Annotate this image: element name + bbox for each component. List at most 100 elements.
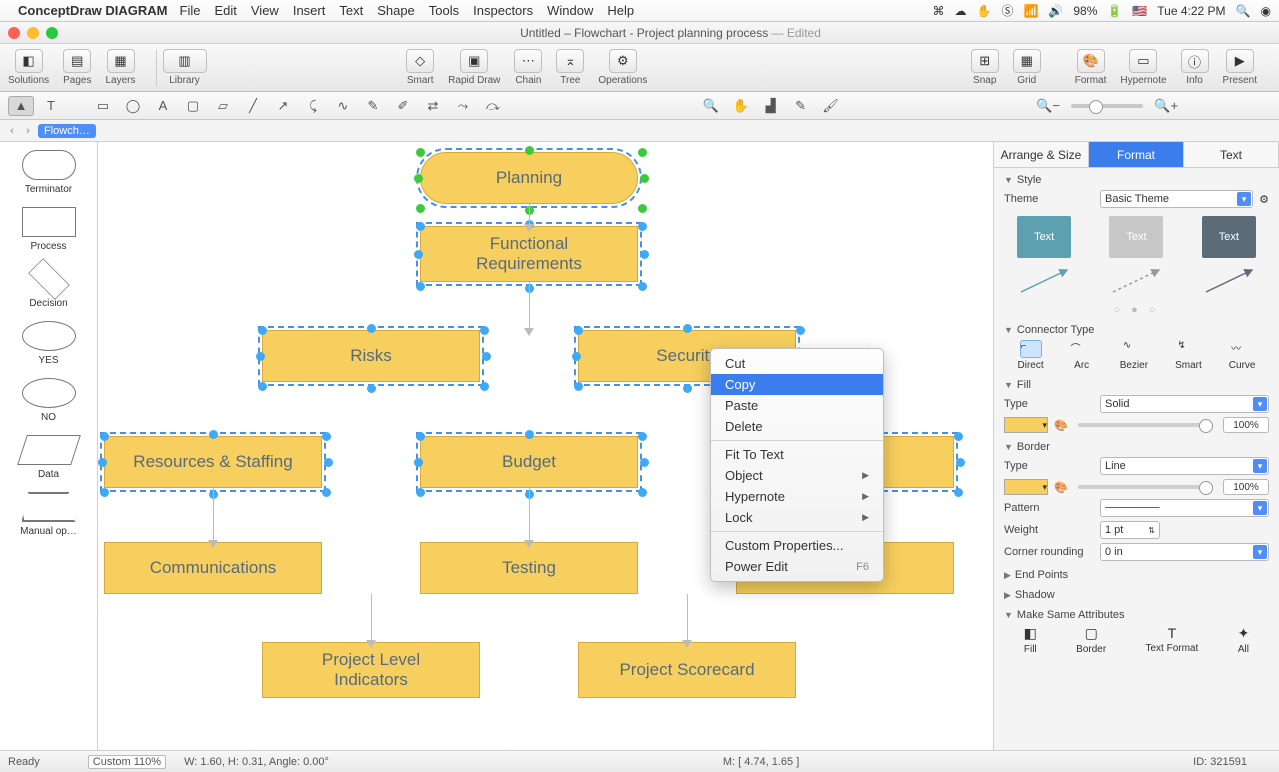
ctx-fit-to-text[interactable]: Fit To Text [711,444,883,465]
selection-handle[interactable] [414,250,423,259]
selection-handle[interactable] [416,148,425,157]
minimize-icon[interactable] [27,27,39,39]
shape-decision[interactable]: Decision [4,264,93,309]
make-same-border[interactable]: ▢Border [1076,625,1106,655]
ctx-copy[interactable]: Copy [711,374,883,395]
border-opacity-slider[interactable] [1078,485,1213,489]
connector-direct[interactable]: ⌐Direct [1018,340,1044,371]
canvas[interactable]: PlanningFunctionalRequirementsRisksSecur… [98,142,993,750]
selection-handle[interactable] [416,222,425,231]
shape-terminator[interactable]: Terminator [4,150,93,195]
operations-button[interactable]: ⚙ [609,49,637,73]
fill-opacity-value[interactable]: 100% [1223,417,1269,433]
chain-button[interactable]: ⋯ [514,49,542,73]
smartconn-tool[interactable]: ⤳ [450,96,476,116]
ellipse-tool[interactable]: ◯ [120,96,146,116]
selection-handle[interactable] [638,148,647,157]
line-style-preview-0[interactable] [1017,266,1071,296]
zoom-combo[interactable]: Custom 110% [88,755,166,769]
eyedropper-tool[interactable]: ✎ [788,96,814,116]
selection-handle[interactable] [322,488,331,497]
selection-handle[interactable] [574,382,583,391]
selection-handle[interactable] [416,204,425,213]
node-planning[interactable]: Planning [420,152,638,204]
connector-tool[interactable]: ⇄ [420,96,446,116]
callout-tool[interactable]: ▱ [210,96,236,116]
smart-button[interactable]: ◇ [406,49,434,73]
selection-handle[interactable] [416,282,425,291]
node-plevel[interactable]: Project LevelIndicators [262,642,480,698]
selection-handle[interactable] [100,432,109,441]
selection-handle[interactable] [638,222,647,231]
theme-select[interactable]: Basic Theme▾ [1100,190,1253,208]
shape-yes[interactable]: YES [4,321,93,366]
library-button[interactable]: ▥ [163,49,207,73]
color-wheel-icon[interactable]: 🎨 [1054,481,1068,494]
node-funcreq[interactable]: FunctionalRequirements [420,226,638,282]
tree-button[interactable]: ⌅ [556,49,584,73]
border-type-select[interactable]: Line▾ [1100,457,1269,475]
selection-handle[interactable] [683,324,692,333]
search-canvas-icon[interactable]: 🔍 [698,96,724,116]
nav-back[interactable]: ‹ [4,125,20,137]
selection-handle[interactable] [258,326,267,335]
ctx-hypernote[interactable]: Hypernote [711,486,883,507]
fill-color-chip[interactable]: ▾ [1004,417,1048,433]
spotlight-icon[interactable]: 🔍 [1236,4,1251,18]
selection-handle[interactable] [525,430,534,439]
stamp-tool[interactable]: ▟ [758,96,784,116]
zoom-out-icon[interactable]: 🔍− [1035,96,1061,116]
make-same-fill[interactable]: ◧Fill [1024,625,1037,655]
snap-button[interactable]: ⊞ [971,49,999,73]
shape-manual-op-[interactable]: Manual op… [4,492,93,537]
zoom-in-icon[interactable]: 🔍+ [1153,96,1179,116]
menu-help[interactable]: Help [607,3,634,18]
menu-inspectors[interactable]: Inspectors [473,3,533,18]
breadcrumb-tab[interactable]: Flowch… [38,124,96,138]
info-button[interactable]: ⓘ [1181,49,1209,73]
close-icon[interactable] [8,27,20,39]
connector-arc[interactable]: ⌒Arc [1071,340,1093,371]
node-budget[interactable]: Budget [420,436,638,488]
format-painter-tool[interactable]: 🖌 [818,96,844,116]
selection-handle[interactable] [574,326,583,335]
selection-handle[interactable] [638,282,647,291]
arc-tool[interactable]: ⤹ [300,96,326,116]
shape-no[interactable]: NO [4,378,93,423]
nav-fwd[interactable]: › [20,125,36,137]
zoom-icon[interactable] [46,27,58,39]
format-button[interactable]: 🎨 [1077,49,1105,73]
line-style-preview-2[interactable] [1202,266,1256,296]
selection-handle[interactable] [324,458,333,467]
node-scorecard[interactable]: Project Scorecard [578,642,796,698]
inspector-tab-format[interactable]: Format [1089,142,1184,167]
selection-handle[interactable] [480,326,489,335]
ctx-custom-properties-[interactable]: Custom Properties... [711,535,883,556]
traffic-lights[interactable] [8,27,58,39]
weight-input[interactable]: 1 pt⇅ [1100,521,1160,539]
selection-handle[interactable] [572,352,581,361]
pager-dots[interactable]: ○ ● ○ [1004,304,1269,316]
battery-icon[interactable]: 🔋 [1107,4,1122,18]
sys-icon[interactable]: ⌘ [932,4,944,18]
selection-handle[interactable] [258,382,267,391]
gear-icon[interactable]: ⚙ [1259,193,1269,206]
selection-handle[interactable] [256,352,265,361]
ctx-power-edit[interactable]: Power EditF6 [711,556,883,577]
selection-handle[interactable] [414,458,423,467]
border-opacity-value[interactable]: 100% [1223,479,1269,495]
theme-swatch-2[interactable]: Text [1202,216,1256,258]
text-tool[interactable]: T [38,96,64,116]
wifi-icon[interactable]: 📶 [1023,4,1038,18]
grid-button[interactable]: ▦ [1013,49,1041,73]
shape-process[interactable]: Process [4,207,93,252]
inspector-tab-arrange-size[interactable]: Arrange & Size [994,142,1089,167]
inspector-tab-text[interactable]: Text [1184,142,1279,167]
zoom-slider[interactable] [1071,104,1143,108]
textbox-tool[interactable]: ▢ [180,96,206,116]
corner-select[interactable]: 0 in▾ [1100,543,1269,561]
ctx-cut[interactable]: Cut [711,353,883,374]
ctx-object[interactable]: Object [711,465,883,486]
line-tool[interactable]: ╱ [240,96,266,116]
color-wheel-icon[interactable]: 🎨 [1054,419,1068,432]
